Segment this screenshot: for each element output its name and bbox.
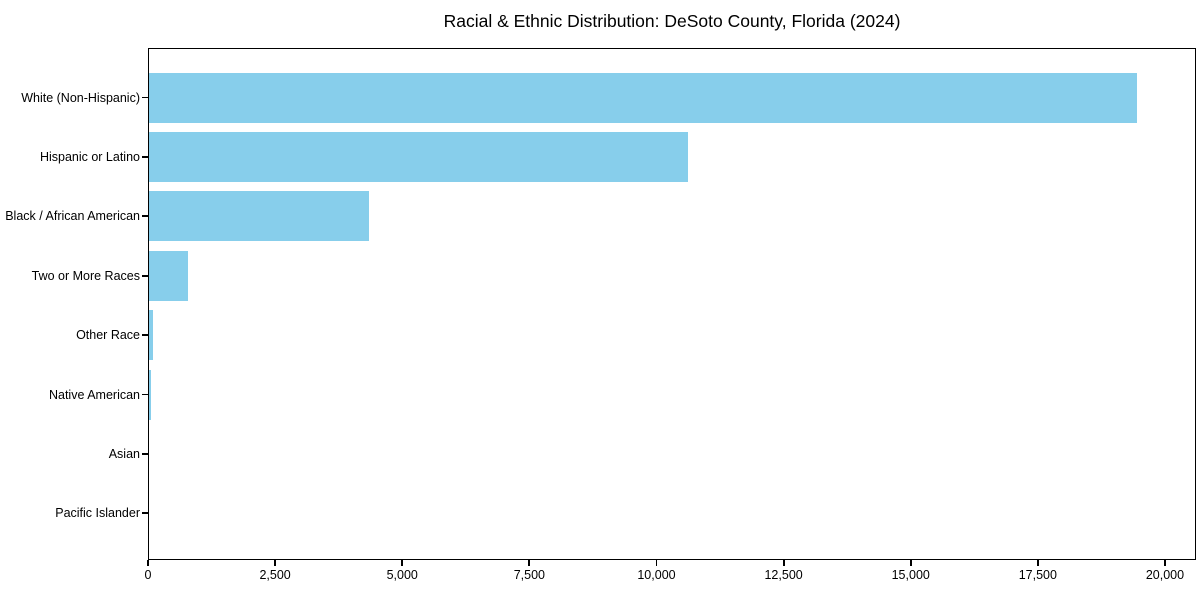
- x-tick-mark: [1036, 560, 1039, 566]
- bar-pacific-islander: [148, 488, 149, 539]
- x-tick-label: 15,000: [891, 568, 930, 582]
- bar-white-non-hispanic: [148, 72, 1137, 123]
- x-tick-label: 5,000: [386, 568, 418, 582]
- x-tick-label: 2,500: [259, 568, 291, 582]
- x-tick-label: 20,000: [1145, 568, 1185, 582]
- y-axis-label-hispanic-or-latino: Hispanic or Latino: [39, 149, 140, 164]
- bar-black-african-american: [148, 191, 370, 242]
- x-tick-label: 10,000: [637, 568, 676, 582]
- x-tick-mark: [528, 560, 531, 566]
- bar-other-race: [148, 310, 154, 361]
- x-tick-label: 0: [144, 568, 152, 582]
- y-tick-mark: [142, 512, 148, 515]
- y-tick-mark: [142, 156, 148, 158]
- x-tick-mark: [909, 560, 912, 566]
- y-tick-mark: [142, 274, 148, 277]
- x-tick-label: 7,500: [513, 568, 545, 582]
- chart-title: Racial & Ethnic Distribution: DeSoto Cou…: [443, 11, 901, 31]
- x-tick-mark: [655, 560, 658, 566]
- bar-asian: [148, 428, 150, 479]
- x-tick-mark: [274, 560, 277, 566]
- x-tick-mark: [147, 560, 149, 566]
- y-axis-label-black-african-american: Black / African American: [5, 209, 140, 224]
- x-tick-label: 17,500: [1018, 568, 1057, 582]
- x-tick-mark: [1164, 560, 1166, 566]
- bar-two-or-more-races: [148, 250, 189, 301]
- y-tick-mark: [142, 215, 148, 218]
- plot-area: [148, 48, 1196, 560]
- bar-native-american: [148, 369, 152, 420]
- y-tick-mark: [142, 393, 148, 396]
- y-axis-label-two-or-more-races: Two or More Races: [31, 268, 140, 283]
- y-axis-label-native-american: Native American: [48, 387, 140, 402]
- y-tick-mark: [142, 453, 148, 455]
- y-tick-mark: [142, 96, 148, 99]
- x-tick-mark: [401, 560, 404, 566]
- y-axis-label-pacific-islander: Pacific Islander: [55, 506, 140, 521]
- y-tick-mark: [142, 334, 148, 336]
- y-axis-label-other-race: Other Race: [76, 328, 140, 343]
- x-tick-mark: [782, 560, 785, 566]
- bar-hispanic-or-latino: [148, 131, 689, 182]
- y-axis-label-asian: Asian: [108, 446, 140, 461]
- y-axis-label-white-non-hispanic: White (Non-Hispanic): [21, 90, 140, 105]
- x-tick-label: 12,500: [764, 568, 803, 582]
